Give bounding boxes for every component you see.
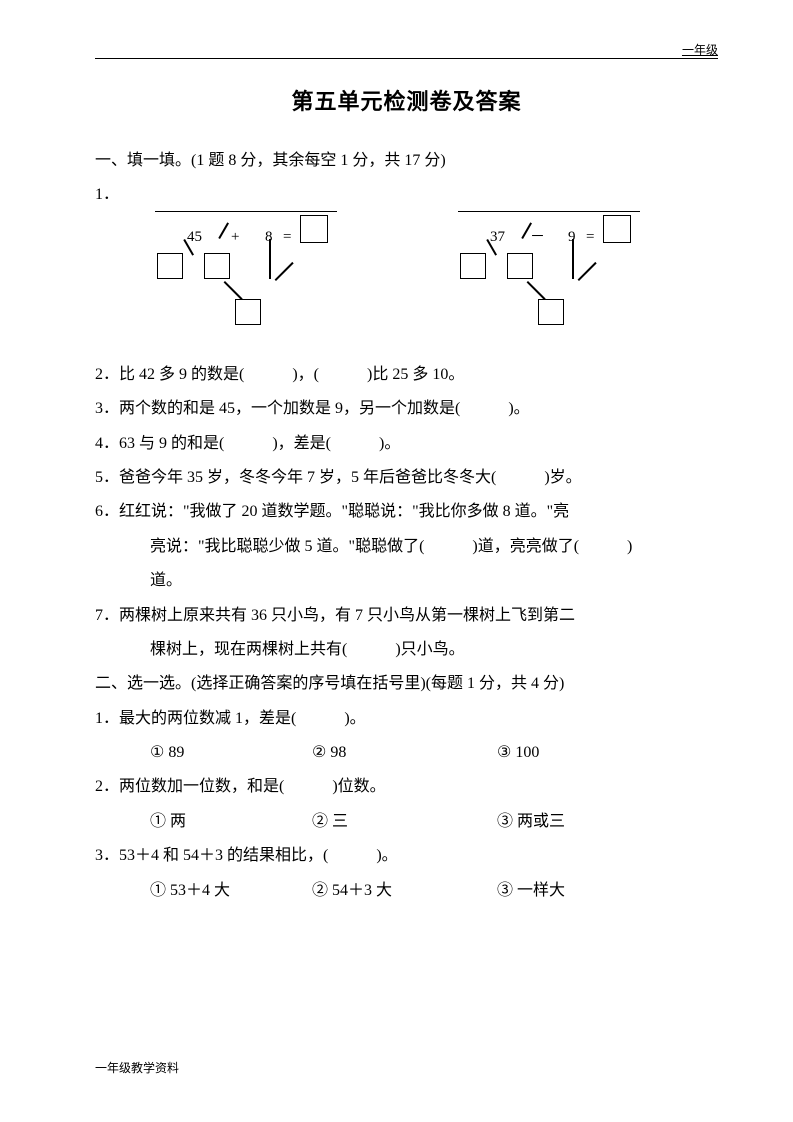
footer: 一年级教学资料 [95,1059,179,1076]
s2q2-opt-c: ③ 两或三 [497,805,565,839]
s2q1-opt-a: ① 89 [150,736,312,770]
dl-line3 [224,281,243,300]
s2q1-options: ① 89 ② 98 ③ 100 [95,736,718,770]
s2q2-opt-a: ① 两 [150,805,312,839]
dl-eq: = [283,221,291,253]
dl-box1 [157,253,183,279]
dr-box2 [507,253,533,279]
diagram-left: 45 + 8 = [155,221,385,346]
s2q2-options: ① 两 ② 三 ③ 两或三 [95,805,718,839]
s2q3: 3．53＋4 和 54＋3 的结果相比，( )。 [95,839,718,873]
dr-box1 [460,253,486,279]
q7b: 棵树上，现在两棵树上共有( )只小鸟。 [95,633,718,667]
page: 一年级 第五单元检测卷及答案 一、填一填。(1 题 8 分，其余每空 1 分，共… [0,0,793,1122]
diagram-right: 37 － 9 = [428,221,658,346]
page-title: 第五单元检测卷及答案 [95,84,718,116]
q2: 2．比 42 多 9 的数是( )，( )比 25 多 10。 [95,358,718,392]
section2-heading: 二、选一选。(选择正确答案的序号填在括号里)(每题 1 分，共 4 分) [95,667,718,701]
q3: 3．两个数的和是 45，一个加数是 9，另一个加数是( )。 [95,392,718,426]
q4: 4．63 与 9 的和是( )，差是( )。 [95,427,718,461]
s2q1: 1．最大的两位数减 1，差是( )。 [95,702,718,736]
q1-label: 1． [95,178,718,212]
dr-toprule [458,211,640,212]
s2q3-opt-a: ① 53＋4 大 [150,874,312,908]
dr-line5 [572,239,574,279]
dl-line2 [219,222,229,238]
q5: 5．爸爸今年 35 岁，冬冬今年 7 岁，5 年后爸爸比冬冬大( )岁。 [95,461,718,495]
dl-box2 [204,253,230,279]
q6a: 6．红红说："我做了 20 道数学题。"聪聪说："我比你多做 8 道。"亮 [95,495,718,529]
q1-diagrams: 45 + 8 = 37 [95,213,718,358]
q6b: 亮说："我比聪聪少做 5 道。"聪聪做了( )道，亮亮做了( ) [95,530,718,564]
s2q3-opt-b: ② 54＋3 大 [312,874,497,908]
q7a: 7．两棵树上原来共有 36 只小鸟，有 7 只小鸟从第一棵树上飞到第二 [95,599,718,633]
s2q2: 2．两位数加一位数，和是( )位数。 [95,770,718,804]
s2q3-opt-c: ③ 一样大 [497,874,565,908]
section1-heading: 一、填一填。(1 题 8 分，其余每空 1 分，共 17 分) [95,144,718,178]
q6c: 道。 [95,564,718,598]
s2q3-options: ① 53＋4 大 ② 54＋3 大 ③ 一样大 [95,874,718,908]
grade-label: 一年级 [682,41,718,58]
s2q1-opt-c: ③ 100 [497,736,539,770]
dr-line4 [578,262,597,281]
body: 一、填一填。(1 题 8 分，其余每空 1 分，共 17 分) 1． 45 + … [95,144,718,908]
dr-line3 [527,281,546,300]
dr-box3 [538,299,564,325]
dl-toprule [155,211,337,212]
s2q2-opt-b: ② 三 [312,805,497,839]
dl-line4 [275,262,294,281]
header-area: 一年级 [95,58,718,59]
dl-line5 [269,239,271,279]
dl-op: + [231,221,239,253]
dr-op: － [530,221,545,253]
dl-box3 [235,299,261,325]
dl-result-box [300,215,328,243]
dr-result-box [603,215,631,243]
header-rule: 一年级 [95,58,718,59]
s2q1-opt-b: ② 98 [312,736,497,770]
dr-eq: = [586,221,594,253]
